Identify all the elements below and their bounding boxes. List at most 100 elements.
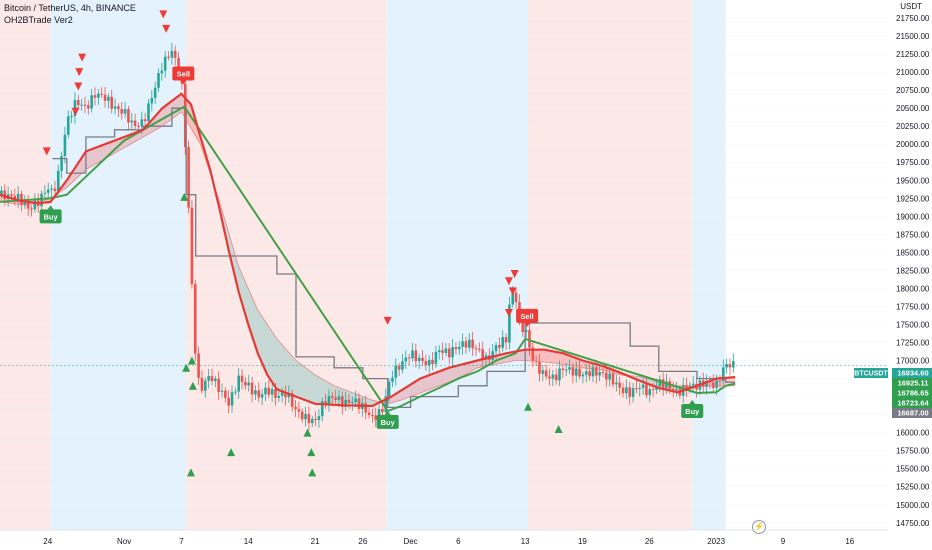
candle-body — [260, 394, 264, 398]
candle-body — [725, 364, 728, 368]
indicator-title: OH2BTrade Ver2 — [4, 15, 73, 25]
candle-body — [337, 396, 341, 400]
y-tick-label: 20750.00 — [896, 86, 930, 95]
candle-body — [300, 411, 304, 420]
candle-body — [60, 156, 63, 171]
candle-body — [100, 93, 103, 95]
x-tick-label: 13 — [521, 537, 530, 546]
candle-body — [715, 380, 718, 388]
candle-body — [414, 350, 418, 362]
candle-body — [407, 357, 411, 359]
buy-signal-label: Buy — [376, 410, 399, 429]
up-arrow-icon — [308, 468, 317, 477]
ma-fill — [417, 378, 421, 394]
candle-body — [561, 368, 565, 371]
ma-fill — [279, 341, 282, 392]
ma-fill — [465, 362, 468, 375]
candle-body — [264, 387, 267, 395]
ma-fill — [286, 349, 289, 394]
indicator-price-tag: 16723.64 — [892, 398, 932, 408]
ma-fill — [429, 374, 433, 390]
ma-fill — [520, 350, 523, 361]
candle-body — [143, 119, 147, 122]
candle-body — [544, 370, 548, 377]
candle-body — [70, 115, 73, 117]
x-tick-label: 9 — [781, 537, 786, 546]
up-arrow-icon — [554, 425, 563, 434]
up-arrow-icon — [187, 356, 196, 365]
indicator-price-tag: 16687.00 — [892, 408, 932, 418]
candle-body — [160, 70, 164, 74]
ma-fill — [553, 351, 557, 364]
ma-fill — [281, 344, 285, 393]
ma-fill — [81, 155, 84, 174]
ma-fill — [176, 95, 180, 116]
ma-fill — [565, 354, 569, 366]
ma-fill — [250, 293, 254, 339]
candle-body — [434, 351, 438, 364]
down-arrow-icon — [74, 82, 83, 91]
candle-body — [581, 374, 585, 377]
candle-body — [43, 192, 47, 194]
candle-body — [177, 57, 180, 75]
candle-body — [411, 350, 414, 359]
y-tick-label: 18500.00 — [896, 248, 930, 257]
ma-fill — [260, 313, 263, 365]
ma-fill — [412, 381, 416, 396]
candle-body — [588, 371, 591, 377]
ma-fill — [546, 350, 550, 363]
candle-body — [511, 292, 515, 305]
candle-body — [478, 348, 481, 350]
candle-body — [317, 416, 321, 421]
y-tick-label: 19000.00 — [896, 212, 930, 221]
up-arrow-icon — [182, 363, 191, 372]
candle-body — [521, 317, 525, 333]
candle-body — [290, 393, 294, 407]
candle-body — [381, 409, 384, 412]
candle-body — [635, 388, 638, 390]
candle-body — [357, 398, 361, 409]
ma-fill — [551, 351, 554, 364]
candle-body — [314, 418, 317, 421]
y-tick-label: 18250.00 — [896, 266, 930, 275]
candle-body — [207, 376, 210, 381]
candle-body — [46, 189, 50, 193]
candle-body — [307, 413, 311, 424]
candle-body — [123, 109, 127, 114]
y-tick-label: 17250.00 — [896, 339, 930, 348]
ma-fill — [563, 353, 566, 365]
candle-body — [63, 134, 67, 157]
ma-fill — [370, 399, 373, 406]
x-tick-label: 26 — [645, 537, 654, 546]
candle-body — [675, 389, 678, 391]
candle-body — [618, 382, 621, 388]
candle-body — [344, 399, 347, 408]
ma-fill — [470, 361, 473, 372]
down-arrow-icon — [508, 287, 517, 296]
symbol-title: Bitcoin / TetherUS, 4h, BINANCE — [4, 3, 136, 13]
candle-body — [327, 396, 331, 404]
up-arrow-icon — [303, 428, 312, 437]
candle-body — [498, 345, 501, 348]
candle-body — [254, 390, 257, 395]
lightning-icon[interactable]: ⚡ — [752, 520, 766, 534]
ma-fill — [310, 371, 313, 403]
candle-body — [304, 413, 307, 420]
ma-fill — [162, 106, 165, 127]
ma-fill — [93, 147, 96, 166]
candle-body — [568, 367, 571, 370]
candle-body — [548, 376, 551, 379]
ma-fill — [556, 351, 559, 364]
candle-body — [645, 384, 648, 396]
x-tick-label: 26 — [358, 537, 367, 546]
candle-body — [474, 348, 478, 350]
ma-fill — [255, 304, 258, 354]
ma-fill — [539, 349, 542, 362]
candle-body — [234, 391, 237, 393]
ma-fill — [518, 350, 521, 361]
candle-body — [447, 348, 451, 358]
candle-body — [90, 95, 93, 109]
candle-body — [615, 382, 618, 385]
price-tag-value: 16786.65 — [897, 389, 928, 398]
